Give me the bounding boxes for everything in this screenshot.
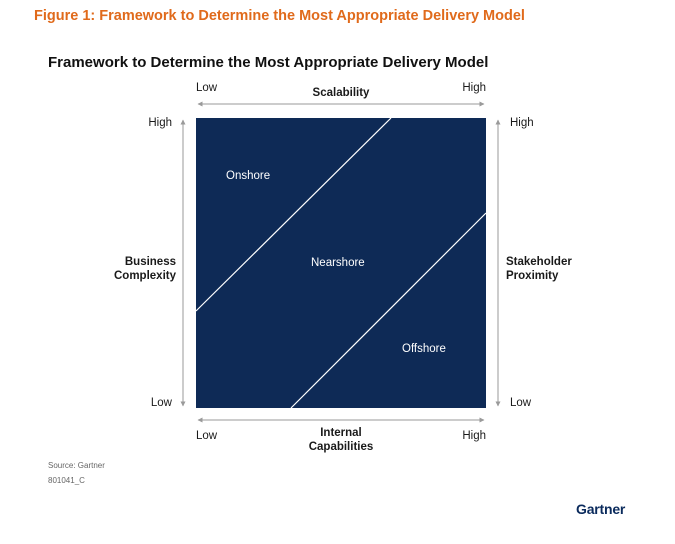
region-onshore: Onshore — [226, 170, 271, 182]
figure-code: 801041_C — [48, 476, 85, 485]
top-axis-high: High — [462, 82, 486, 94]
region-nearshore: Nearshore — [311, 257, 365, 269]
top-axis-low: Low — [196, 82, 218, 94]
bottom-axis-title-line2: Capabilities — [308, 441, 374, 453]
left-axis-title-line2: Complexity — [114, 270, 176, 282]
chart-title: Framework to Determine the Most Appropri… — [48, 54, 489, 71]
onshore-nearshore-divider — [195, 117, 392, 312]
right-axis-low: Low — [510, 397, 532, 409]
source-note: Source: Gartner — [48, 461, 105, 470]
bottom-axis-title-line1: Internal — [320, 427, 362, 439]
right-axis-title-line1: Stakeholder — [506, 256, 572, 268]
right-axis-title-line2: Proximity — [506, 270, 559, 282]
bottom-axis-high: High — [462, 430, 486, 442]
right-axis-high: High — [510, 117, 534, 129]
region-offshore: Offshore — [402, 343, 446, 355]
top-axis-title: Scalability — [312, 87, 370, 99]
left-axis-high: High — [148, 117, 172, 129]
left-axis-low: Low — [150, 397, 172, 409]
bottom-axis-low: Low — [196, 430, 218, 442]
left-axis-title-line1: Business — [124, 256, 176, 268]
nearshore-offshore-divider — [290, 212, 487, 409]
figure-title: Figure 1: Framework to Determine the Mos… — [34, 8, 525, 24]
gartner-logo: Gartner — [576, 501, 626, 517]
